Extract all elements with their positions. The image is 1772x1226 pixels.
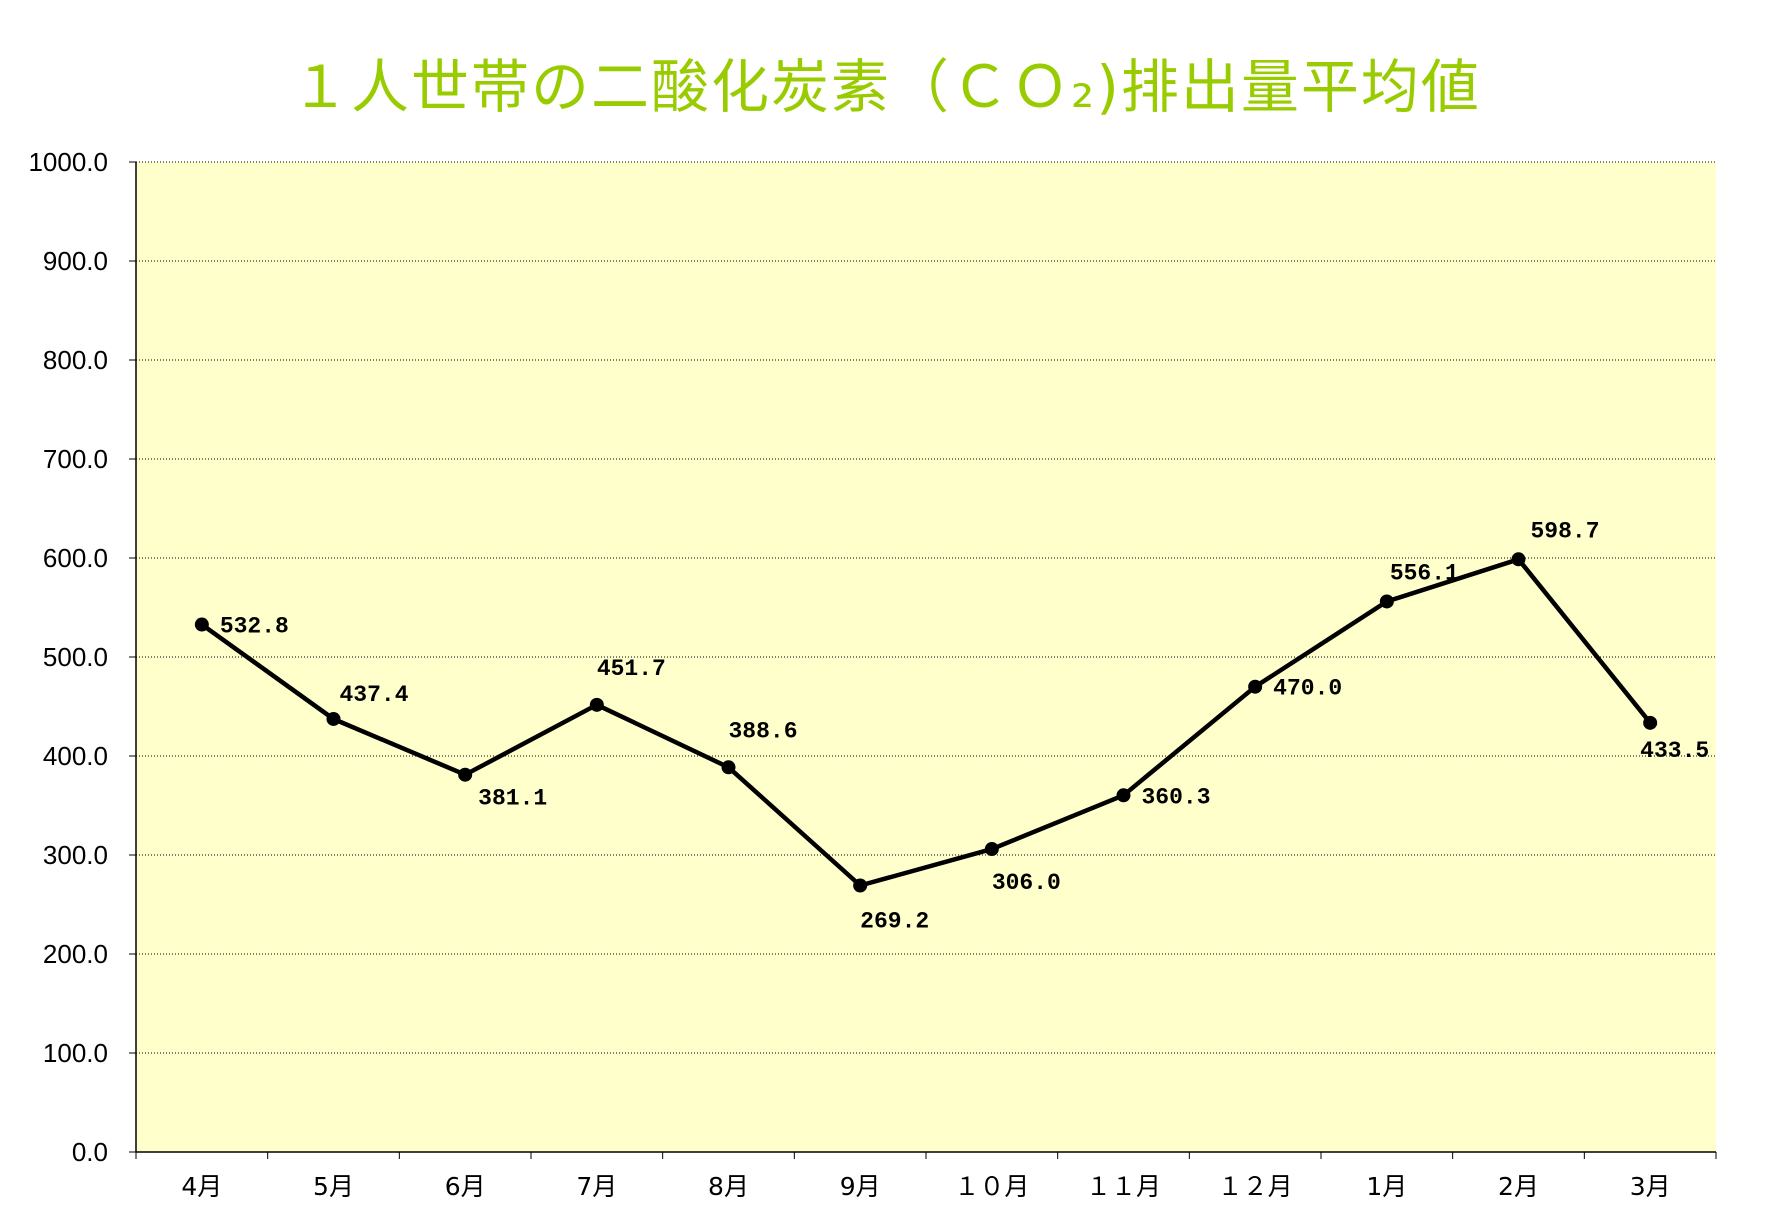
data-label: 556.1 (1390, 560, 1459, 586)
data-points (194, 552, 1658, 893)
x-tick-label: 1月 (1366, 1172, 1407, 1201)
x-tick-label: １０月 (954, 1172, 1029, 1201)
data-point (1643, 715, 1658, 730)
y-tick-label: 1000.0 (28, 147, 108, 177)
data-label: 381.1 (478, 786, 547, 812)
gridlines (136, 161, 1716, 1054)
data-point (1116, 788, 1131, 803)
x-tick-label: 7月 (576, 1172, 617, 1201)
data-point (984, 842, 999, 857)
data-point (194, 617, 209, 632)
x-tick-label: 3月 (1630, 1172, 1671, 1201)
data-label: 306.0 (992, 870, 1061, 896)
data-point (1248, 679, 1263, 694)
x-tick-label: 9月 (840, 1172, 881, 1201)
y-tick-label: 400.0 (43, 741, 108, 771)
x-tick-label: 2月 (1498, 1172, 1539, 1201)
y-tick-label: 100.0 (43, 1038, 108, 1068)
y-tick-label: 500.0 (43, 642, 108, 672)
y-tick-label: 900.0 (43, 246, 108, 276)
data-label: 433.5 (1640, 738, 1709, 764)
y-tick-label: 700.0 (43, 444, 108, 474)
y-tick-label: 800.0 (43, 345, 108, 375)
data-label: 360.3 (1142, 784, 1211, 810)
y-tick-label: 300.0 (43, 840, 108, 870)
data-label: 451.7 (597, 656, 666, 682)
y-tick-label: 600.0 (43, 543, 108, 573)
data-label: 532.8 (220, 614, 289, 640)
series-line (200, 557, 1652, 888)
y-tick-labels: 0.0 100.0 200.0 300.0 400.0 500.0 600.0 700.0 80… (28, 147, 108, 1167)
data-point (853, 878, 868, 893)
data-point (721, 760, 736, 775)
data-point (458, 767, 473, 782)
data-label: 269.2 (860, 908, 929, 934)
x-tick-label: 5月 (313, 1172, 354, 1201)
data-label: 388.6 (729, 718, 798, 744)
data-label: 598.7 (1531, 518, 1600, 544)
x-tick-labels: 4月 5月 6月 7月 8月 9月 １０月 １１月 １２月 1月 2月 3月 (181, 1172, 1670, 1201)
x-tick-label: 8月 (708, 1172, 749, 1201)
data-point (589, 697, 604, 712)
y-tick-label: 0.0 (72, 1137, 108, 1167)
data-point (1511, 552, 1526, 567)
x-tick-label: 6月 (445, 1172, 486, 1201)
data-labels: 532.8 437.4 381.1 451.7 388.6 269.2 306.0 360.3… (220, 518, 1709, 934)
data-label: 437.4 (340, 682, 409, 708)
data-point (1379, 594, 1394, 609)
y-tick-label: 200.0 (43, 939, 108, 969)
x-tick-label: １１月 (1086, 1172, 1161, 1201)
x-tick-label: １２月 (1218, 1172, 1293, 1201)
x-tick-label: 4月 (181, 1172, 222, 1201)
chart-title: １人世帯の二酸化炭素（ＣＯ₂)排出量平均値 (291, 53, 1481, 121)
data-label: 470.0 (1273, 676, 1342, 702)
data-point (326, 711, 341, 726)
axes (129, 161, 1717, 1159)
